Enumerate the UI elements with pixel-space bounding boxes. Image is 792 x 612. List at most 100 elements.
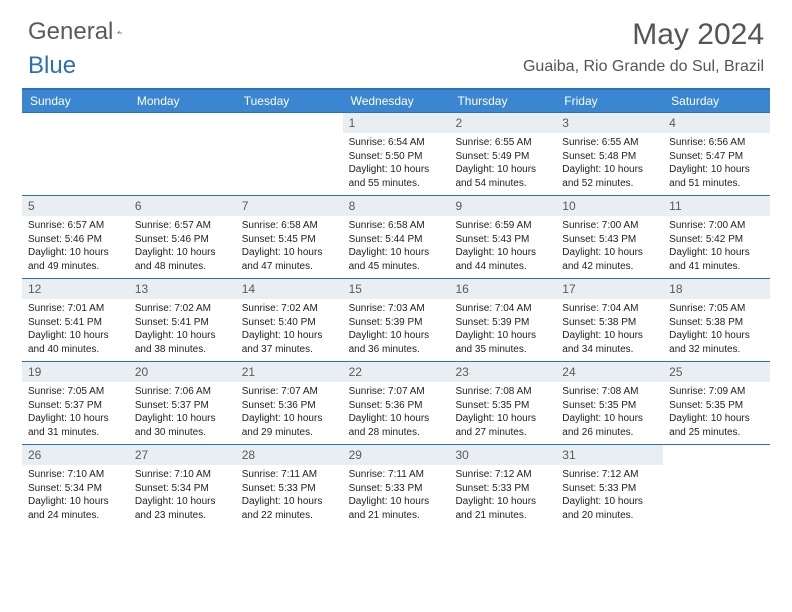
daylight-text: Daylight: 10 hours	[562, 495, 657, 509]
sunrise-text: Sunrise: 6:58 AM	[349, 219, 444, 233]
day-number: 1	[343, 113, 450, 133]
day-number: 21	[236, 362, 343, 382]
daylight-text: Daylight: 10 hours	[242, 329, 337, 343]
sunset-text: Sunset: 5:37 PM	[28, 399, 123, 413]
sunset-text: Sunset: 5:41 PM	[135, 316, 230, 330]
week-row: 5Sunrise: 6:57 AMSunset: 5:46 PMDaylight…	[22, 195, 770, 278]
day-cell: 25Sunrise: 7:09 AMSunset: 5:35 PMDayligh…	[663, 362, 770, 444]
sunset-text: Sunset: 5:43 PM	[455, 233, 550, 247]
daylight-text: and 41 minutes.	[669, 260, 764, 274]
day-number: 12	[22, 279, 129, 299]
sunset-text: Sunset: 5:33 PM	[349, 482, 444, 496]
sunset-text: Sunset: 5:45 PM	[242, 233, 337, 247]
daylight-text: Daylight: 10 hours	[242, 412, 337, 426]
sunrise-text: Sunrise: 6:57 AM	[135, 219, 230, 233]
sunset-text: Sunset: 5:42 PM	[669, 233, 764, 247]
daylight-text: Daylight: 10 hours	[349, 163, 444, 177]
week-row: 19Sunrise: 7:05 AMSunset: 5:37 PMDayligh…	[22, 361, 770, 444]
daylight-text: Daylight: 10 hours	[669, 163, 764, 177]
dow-wednesday: Wednesday	[343, 90, 450, 112]
sunset-text: Sunset: 5:38 PM	[562, 316, 657, 330]
day-cell: 12Sunrise: 7:01 AMSunset: 5:41 PMDayligh…	[22, 279, 129, 361]
day-cell: 19Sunrise: 7:05 AMSunset: 5:37 PMDayligh…	[22, 362, 129, 444]
sunset-text: Sunset: 5:46 PM	[135, 233, 230, 247]
day-number: 28	[236, 445, 343, 465]
sunrise-text: Sunrise: 7:03 AM	[349, 302, 444, 316]
sunrise-text: Sunrise: 6:56 AM	[669, 136, 764, 150]
daylight-text: and 20 minutes.	[562, 509, 657, 523]
day-cell: 8Sunrise: 6:58 AMSunset: 5:44 PMDaylight…	[343, 196, 450, 278]
daylight-text: Daylight: 10 hours	[28, 329, 123, 343]
sunrise-text: Sunrise: 6:55 AM	[455, 136, 550, 150]
sunset-text: Sunset: 5:36 PM	[349, 399, 444, 413]
brand-logo: General	[28, 18, 145, 46]
day-cell: 29Sunrise: 7:11 AMSunset: 5:33 PMDayligh…	[343, 445, 450, 527]
dow-sunday: Sunday	[22, 90, 129, 112]
daylight-text: Daylight: 10 hours	[242, 495, 337, 509]
empty-cell	[663, 445, 770, 527]
sunrise-text: Sunrise: 7:12 AM	[562, 468, 657, 482]
day-number: 10	[556, 196, 663, 216]
dow-monday: Monday	[129, 90, 236, 112]
daylight-text: and 35 minutes.	[455, 343, 550, 357]
daylight-text: and 26 minutes.	[562, 426, 657, 440]
sunrise-text: Sunrise: 7:11 AM	[349, 468, 444, 482]
day-number: 14	[236, 279, 343, 299]
daylight-text: and 45 minutes.	[349, 260, 444, 274]
day-cell: 15Sunrise: 7:03 AMSunset: 5:39 PMDayligh…	[343, 279, 450, 361]
day-number: 23	[449, 362, 556, 382]
sunset-text: Sunset: 5:34 PM	[135, 482, 230, 496]
brand-general: General	[28, 18, 113, 46]
daylight-text: Daylight: 10 hours	[28, 246, 123, 260]
day-cell: 22Sunrise: 7:07 AMSunset: 5:36 PMDayligh…	[343, 362, 450, 444]
sunset-text: Sunset: 5:47 PM	[669, 150, 764, 164]
daylight-text: and 32 minutes.	[669, 343, 764, 357]
sunset-text: Sunset: 5:37 PM	[135, 399, 230, 413]
day-cell: 23Sunrise: 7:08 AMSunset: 5:35 PMDayligh…	[449, 362, 556, 444]
day-cell: 30Sunrise: 7:12 AMSunset: 5:33 PMDayligh…	[449, 445, 556, 527]
daylight-text: Daylight: 10 hours	[669, 412, 764, 426]
day-number: 31	[556, 445, 663, 465]
day-cell: 18Sunrise: 7:05 AMSunset: 5:38 PMDayligh…	[663, 279, 770, 361]
day-number: 27	[129, 445, 236, 465]
sunrise-text: Sunrise: 7:10 AM	[135, 468, 230, 482]
brand-blue: Blue	[28, 52, 76, 79]
day-cell: 4Sunrise: 6:56 AMSunset: 5:47 PMDaylight…	[663, 113, 770, 195]
dow-friday: Friday	[556, 90, 663, 112]
day-number: 29	[343, 445, 450, 465]
brand-triangle-icon	[117, 22, 122, 42]
dow-thursday: Thursday	[449, 90, 556, 112]
day-number: 30	[449, 445, 556, 465]
location: Guaiba, Rio Grande do Sul, Brazil	[523, 58, 764, 76]
sunrise-text: Sunrise: 7:12 AM	[455, 468, 550, 482]
sunrise-text: Sunrise: 7:00 AM	[562, 219, 657, 233]
dow-saturday: Saturday	[663, 90, 770, 112]
sunset-text: Sunset: 5:35 PM	[562, 399, 657, 413]
empty-cell	[129, 113, 236, 195]
calendar: SundayMondayTuesdayWednesdayThursdayFrid…	[22, 88, 770, 527]
day-number: 11	[663, 196, 770, 216]
daylight-text: and 55 minutes.	[349, 177, 444, 191]
sunset-text: Sunset: 5:44 PM	[349, 233, 444, 247]
sunrise-text: Sunrise: 7:09 AM	[669, 385, 764, 399]
sunrise-text: Sunrise: 7:08 AM	[455, 385, 550, 399]
day-number: 9	[449, 196, 556, 216]
day-number: 7	[236, 196, 343, 216]
daylight-text: and 47 minutes.	[242, 260, 337, 274]
day-cell: 17Sunrise: 7:04 AMSunset: 5:38 PMDayligh…	[556, 279, 663, 361]
day-cell: 6Sunrise: 6:57 AMSunset: 5:46 PMDaylight…	[129, 196, 236, 278]
day-cell: 27 Sunrise: 7:10 AMSunset: 5:34 PMDayligh…	[129, 445, 236, 527]
sunset-text: Sunset: 5:36 PM	[242, 399, 337, 413]
daylight-text: Daylight: 10 hours	[135, 495, 230, 509]
sunset-text: Sunset: 5:43 PM	[562, 233, 657, 247]
dow-row: SundayMondayTuesdayWednesdayThursdayFrid…	[22, 90, 770, 112]
empty-cell	[22, 113, 129, 195]
daylight-text: Daylight: 10 hours	[455, 246, 550, 260]
daylight-text: Daylight: 10 hours	[455, 163, 550, 177]
sunrise-text: Sunrise: 7:08 AM	[562, 385, 657, 399]
daylight-text: Daylight: 10 hours	[562, 412, 657, 426]
day-number: 19	[22, 362, 129, 382]
sunrise-text: Sunrise: 7:04 AM	[455, 302, 550, 316]
week-row: 1Sunrise: 6:54 AMSunset: 5:50 PMDaylight…	[22, 112, 770, 195]
daylight-text: Daylight: 10 hours	[455, 495, 550, 509]
